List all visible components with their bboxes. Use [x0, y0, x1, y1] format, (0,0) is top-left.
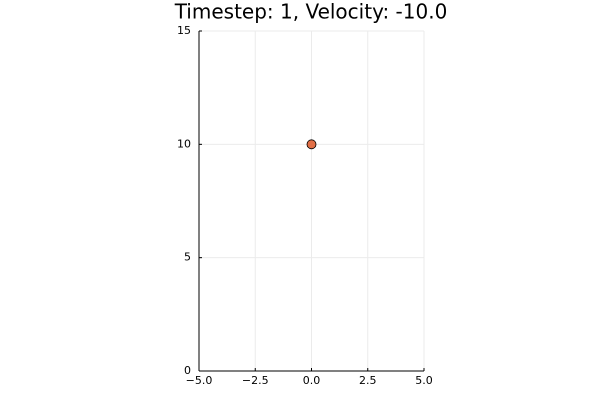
y-tick-label: 10 [177, 137, 191, 150]
x-tick-label: 0.0 [303, 374, 321, 387]
y-tick-label: 0 [184, 364, 191, 377]
x-tick-label: 5.0 [415, 374, 433, 387]
x-tick-label: −5.0 [186, 374, 213, 387]
x-tick-label: −2.5 [242, 374, 269, 387]
point [306, 139, 317, 150]
y-tick-label: 5 [184, 251, 191, 264]
x-tick-label: 2.5 [359, 374, 377, 387]
chart-title: Timestep: 1, Velocity: -10.0 [174, 0, 448, 24]
y-tick-label: 15 [177, 24, 191, 37]
